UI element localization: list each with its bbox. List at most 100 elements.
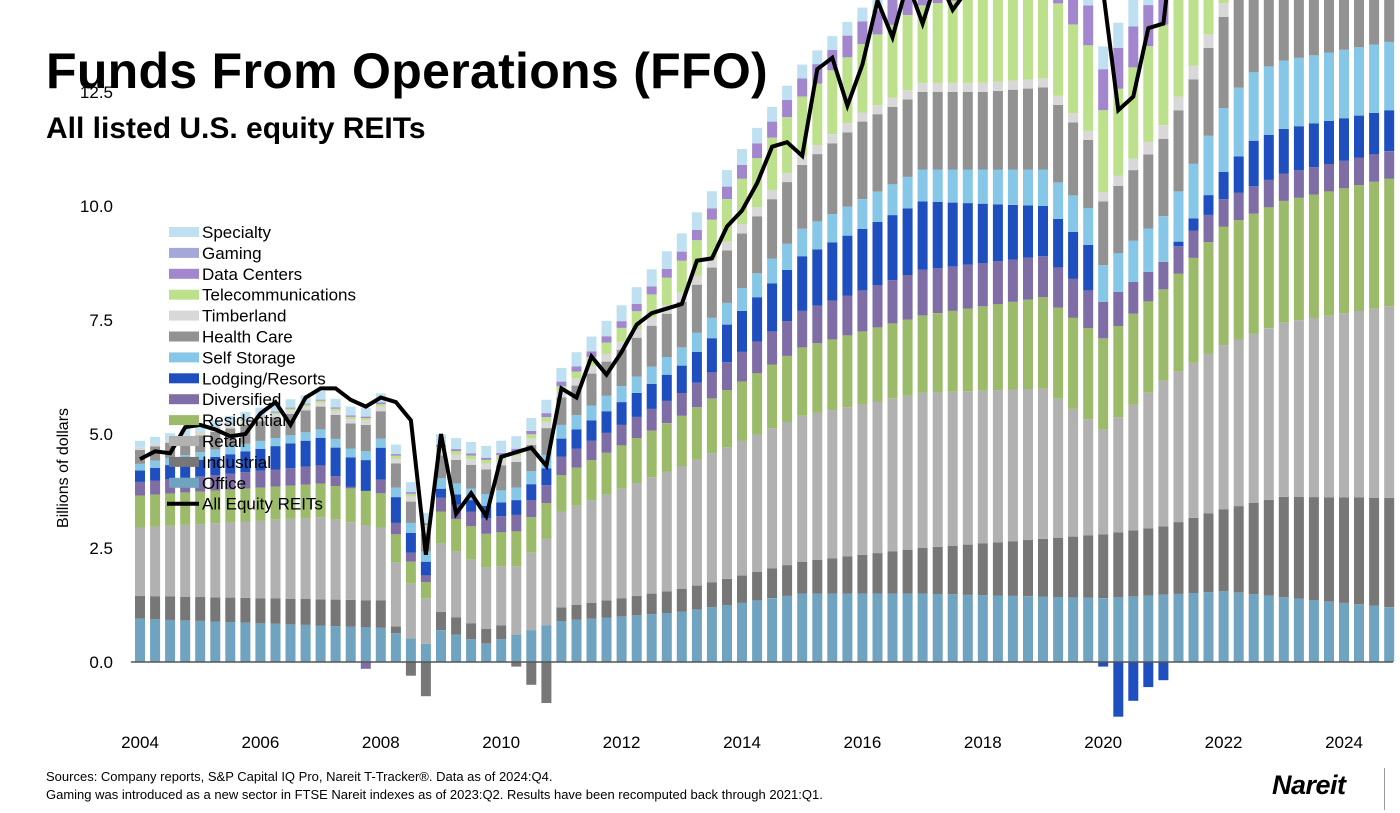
bar-segment-industrial — [315, 599, 326, 626]
bar-segment-industrial — [857, 554, 868, 594]
bar-segment-telecommunications — [375, 404, 386, 407]
bar-segment-industrial — [526, 662, 537, 685]
bar-segment-telecommunications — [240, 420, 251, 422]
bar-segment-specialty — [676, 233, 687, 252]
bar-segment-self-storage — [1038, 169, 1048, 206]
bar-segment-office — [165, 619, 176, 662]
bar-segment-industrial — [872, 553, 883, 594]
bar-segment-lodging-resorts — [1053, 218, 1064, 268]
bar-segment-residential — [270, 486, 281, 520]
bar-segment-retail — [767, 428, 778, 569]
bar-segment-diversified — [210, 475, 221, 491]
bar-segment-telecommunications — [270, 412, 281, 414]
bar-segment-telecommunications — [691, 240, 702, 276]
bar-segment-residential — [797, 347, 808, 416]
bar-segment-diversified — [1203, 214, 1214, 243]
bar-segment-health-care — [631, 337, 642, 377]
bar-segment-retail — [345, 522, 356, 600]
legend-swatch — [169, 227, 199, 237]
bar-segment-diversified — [1324, 164, 1334, 192]
bar-segment-lodging-resorts — [375, 447, 386, 480]
bar-segment-diversified — [1339, 160, 1349, 189]
bar-segment-residential — [240, 488, 251, 522]
page-subtitle: All listed U.S. equity REITs — [46, 112, 426, 145]
bar-segment-lodging-resorts — [436, 488, 446, 498]
bar-segment-health-care — [616, 349, 627, 387]
bar-segment-residential — [902, 319, 913, 396]
bar-segment-retail — [405, 583, 416, 639]
bar-segment-timberland — [827, 134, 838, 144]
bar-segment-residential — [1369, 181, 1380, 309]
bar-segment-health-care — [1218, 16, 1229, 108]
bar-segment-self-storage — [496, 490, 507, 503]
bar-segment-retail — [451, 551, 462, 618]
bar-segment-office — [135, 618, 145, 662]
bar-segment-self-storage — [691, 332, 702, 352]
bar-segment-office — [1354, 604, 1364, 662]
nareit-logo: Nareit — [1272, 770, 1346, 800]
bar-segment-retail — [556, 511, 567, 608]
bar-segment-diversified — [240, 472, 251, 489]
bar-segment-retail — [902, 395, 913, 550]
bar-segment-timberland — [436, 450, 446, 456]
bar-segment-timberland — [1053, 95, 1064, 105]
bar-segment-telecommunications — [1143, 46, 1154, 142]
bar-segment-retail — [225, 522, 236, 598]
bar-segment-health-care — [992, 90, 1003, 170]
bar-segment-industrial — [1038, 538, 1048, 597]
bar-segment-telecommunications — [526, 434, 537, 439]
bar-segment-residential — [135, 495, 145, 528]
bar-segment-residential — [586, 460, 597, 501]
bar-segment-health-care — [330, 415, 341, 439]
bar-segment-self-storage — [1158, 216, 1169, 262]
bar-segment-lodging-resorts — [466, 500, 477, 512]
bar-segment-health-care — [1369, 0, 1380, 45]
bar-layer — [135, 0, 1395, 717]
bar-segment-diversified — [631, 416, 642, 438]
bar-segment-specialty — [466, 442, 477, 454]
bar-segment-office — [436, 630, 446, 662]
bar-segment-industrial — [676, 589, 687, 612]
bar-segment-office — [180, 620, 191, 662]
bar-segment-retail — [1083, 419, 1094, 536]
bar-segment-self-storage — [631, 376, 642, 393]
bar-segment-data-centers — [932, 0, 943, 4]
bar-segment-self-storage — [1128, 240, 1139, 282]
bar-segment-diversified — [195, 476, 206, 492]
bar-segment-specialty — [1128, 0, 1139, 27]
bar-segment-telecommunications — [767, 137, 778, 190]
bar-segment-data-centers — [496, 452, 507, 456]
bar-segment-data-centers — [481, 457, 492, 460]
bar-segment-diversified — [917, 269, 928, 316]
bar-segment-residential — [601, 452, 612, 495]
bar-segment-industrial — [405, 662, 416, 676]
bar-segment-diversified — [616, 424, 627, 446]
bar-segment-office — [1324, 601, 1334, 662]
legend-label: All Equity REITs — [202, 495, 323, 514]
bar-segment-data-centers — [1113, 47, 1124, 89]
bar-segment-data-centers — [556, 381, 567, 387]
bar-segment-industrial — [1248, 503, 1259, 595]
bar-segment-industrial — [330, 599, 341, 627]
bar-segment-data-centers — [330, 407, 341, 409]
bar-segment-specialty — [842, 21, 853, 36]
bar-segment-lodging-resorts — [842, 235, 853, 296]
bar-segment-health-care — [1354, 0, 1364, 48]
bar-segment-self-storage — [1354, 47, 1364, 116]
bar-segment-telecommunications — [225, 424, 236, 426]
bar-segment-residential — [887, 323, 898, 399]
bar-segment-industrial — [1233, 506, 1244, 593]
bar-segment-health-care — [1068, 122, 1079, 196]
bar-segment-diversified — [1263, 179, 1274, 208]
bar-segment-industrial — [752, 571, 763, 601]
bar-segment-telecommunications — [992, 0, 1003, 82]
bar-segment-self-storage — [1339, 49, 1349, 119]
bar-segment-office — [872, 593, 883, 662]
bar-segment-timberland — [541, 421, 552, 429]
bar-segment-health-care — [556, 397, 567, 425]
bar-segment-self-storage — [195, 452, 206, 460]
bar-segment-residential — [165, 493, 176, 526]
bar-segment-specialty — [571, 352, 582, 367]
bar-segment-health-care — [947, 92, 958, 170]
bar-segment-health-care — [571, 385, 582, 416]
